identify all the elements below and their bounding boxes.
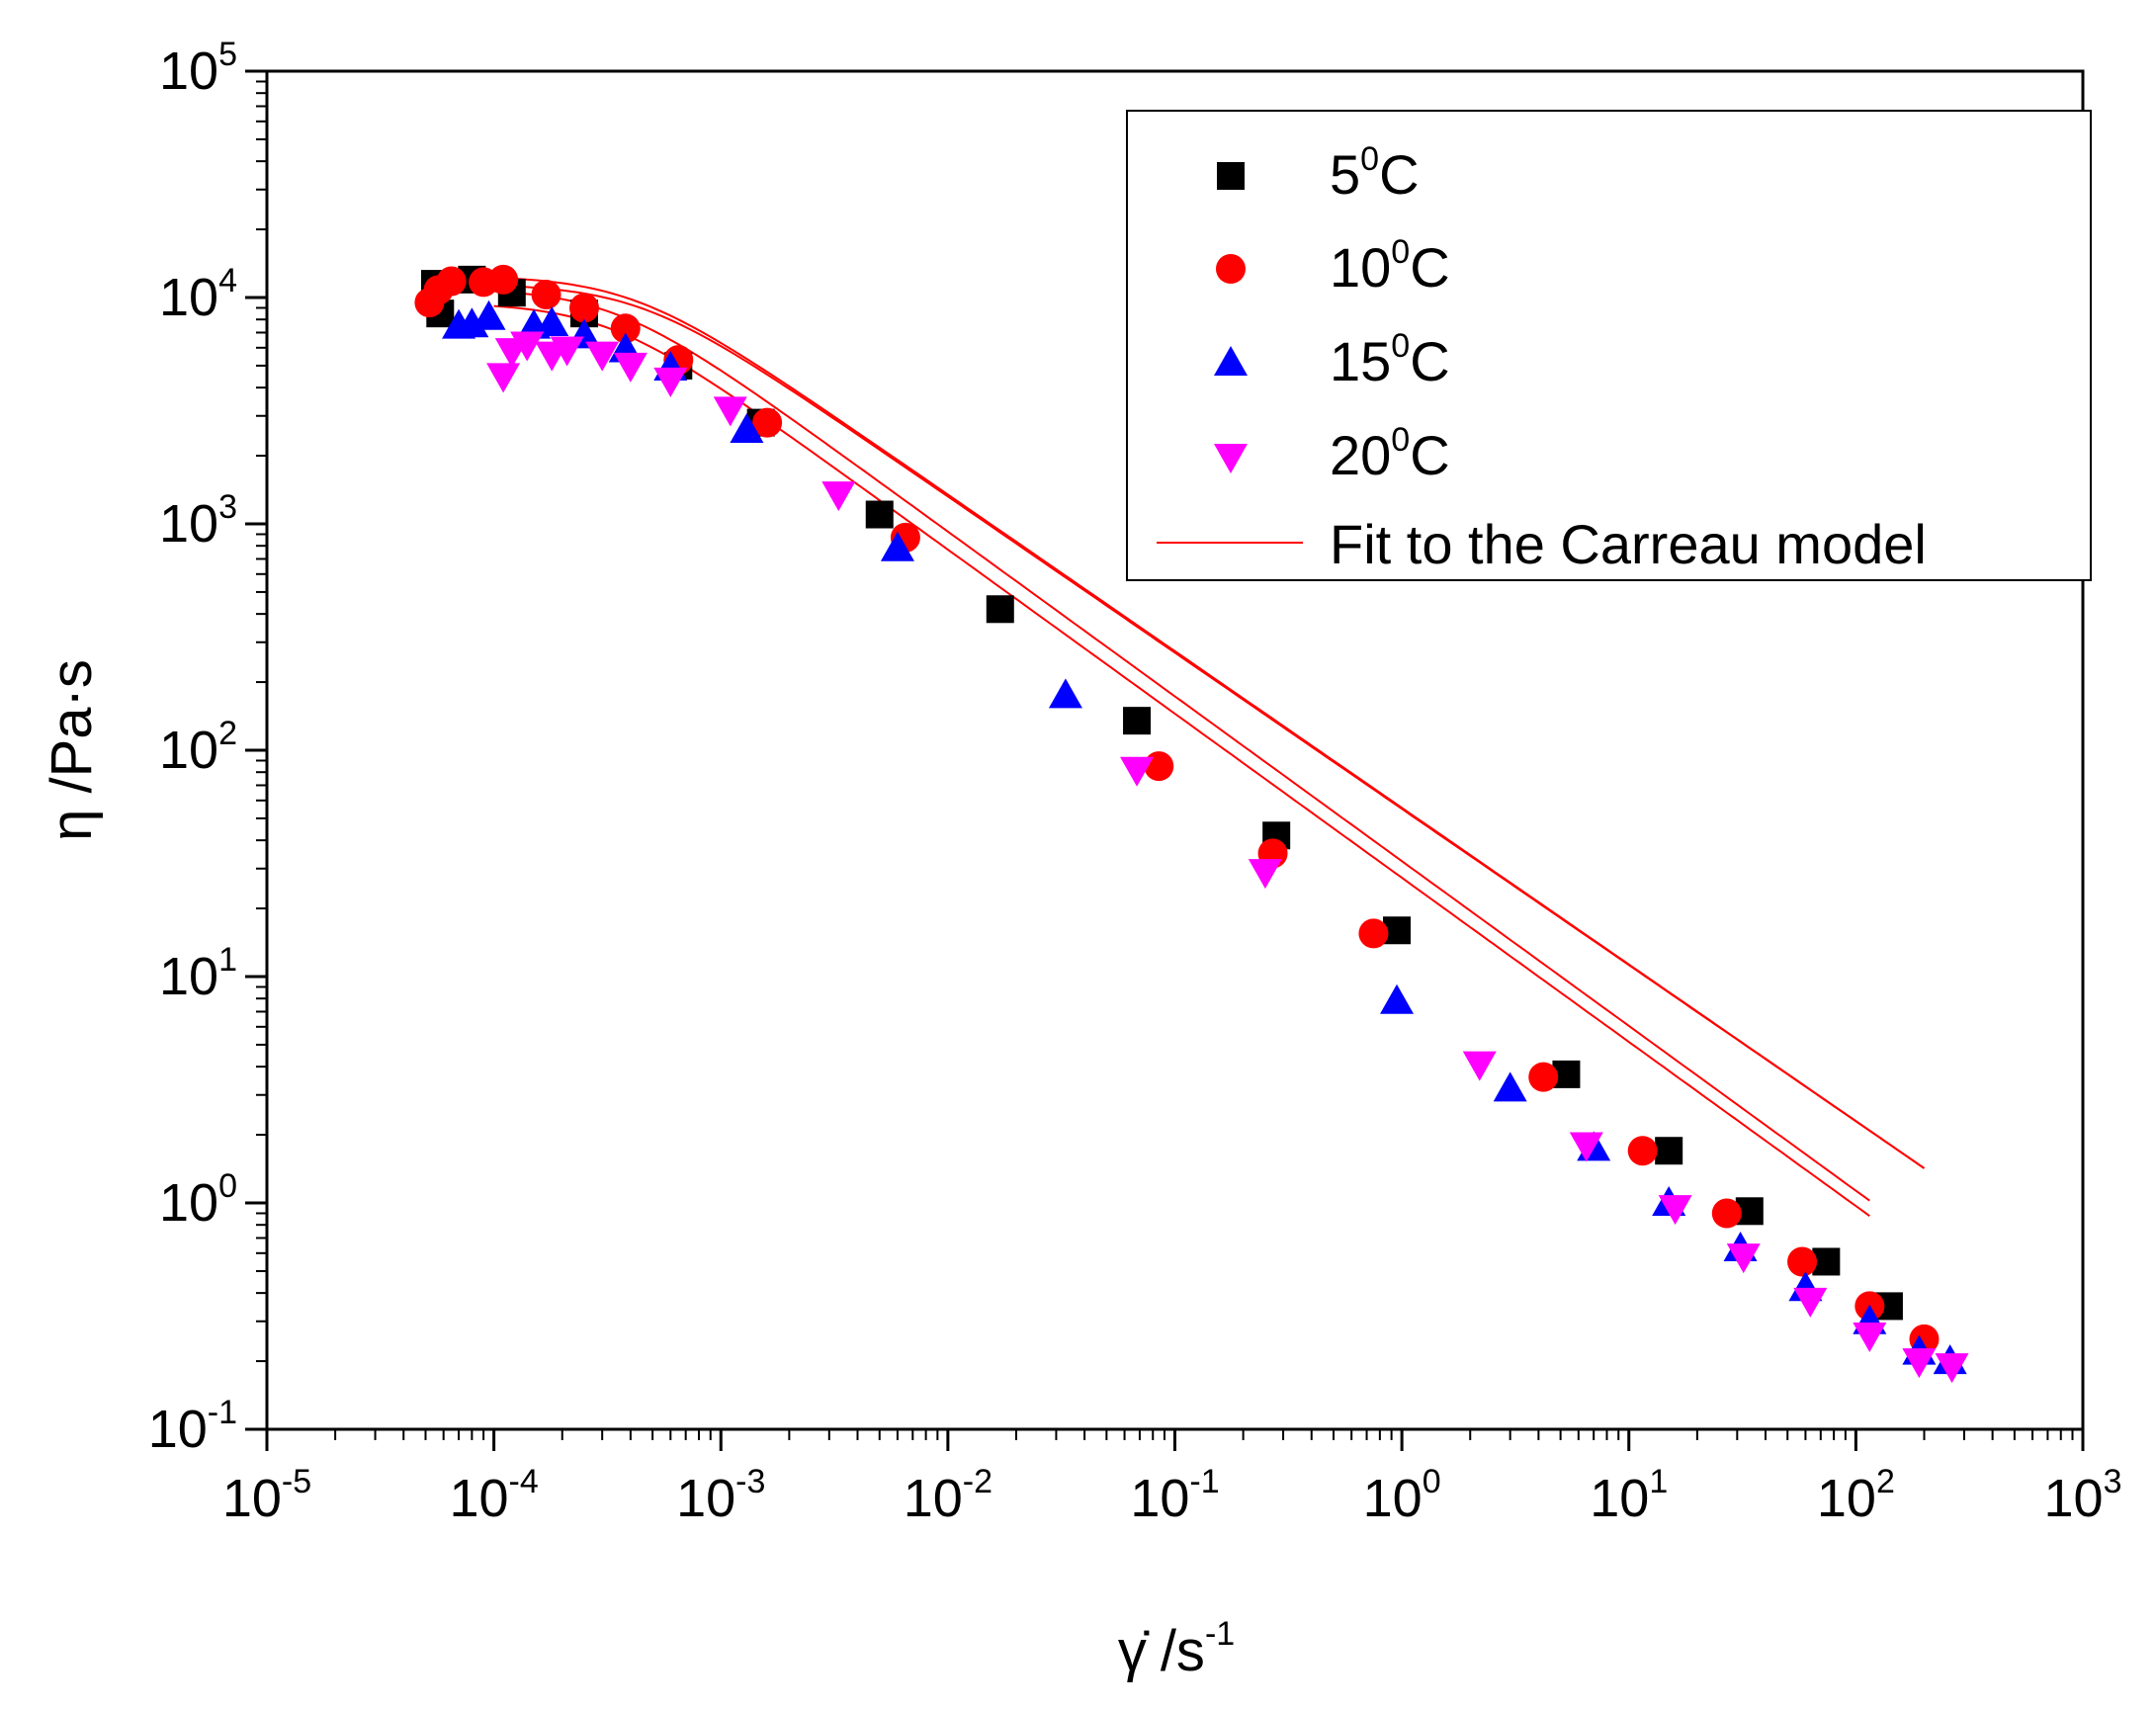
data-point-s4-14 <box>1569 1132 1603 1162</box>
x-tick-label: 10-3 <box>676 1463 765 1528</box>
data-points <box>414 264 1969 1384</box>
data-point-s4-6 <box>585 341 620 372</box>
legend-marker-2 <box>1216 254 1246 284</box>
x-tick-labels: 10-5 10-4 10-3 10-2 10-1 100 101 102 103 <box>222 1463 2122 1528</box>
data-point-s2-6 <box>531 280 561 310</box>
x-tick-label: 10-2 <box>904 1463 992 1528</box>
data-point-s3-10 <box>880 531 914 561</box>
x-axis-exp: -1 <box>1205 1615 1235 1653</box>
data-point-s2-17 <box>1711 1198 1742 1229</box>
data-point-s3-2 <box>455 307 489 338</box>
data-point-s4-12 <box>1248 859 1282 890</box>
data-point-s4-13 <box>1462 1051 1497 1081</box>
fit-curves <box>493 276 1926 1218</box>
legend-marker-3 <box>1214 346 1248 376</box>
data-point-s2-5 <box>488 264 519 295</box>
y-tick-label: 10-1 <box>148 1394 237 1459</box>
data-point-s4-17 <box>1793 1287 1828 1318</box>
data-point-s3-11 <box>1048 678 1082 709</box>
data-point-s3-3 <box>472 299 506 330</box>
x-tick-label: 10-5 <box>222 1463 311 1528</box>
legend-marker-4 <box>1214 444 1248 473</box>
data-point-s4-18 <box>1853 1322 1887 1352</box>
x-tick-label: 103 <box>2044 1463 2122 1528</box>
data-point-s4-3 <box>510 331 545 362</box>
data-point-s1-14 <box>1655 1137 1683 1165</box>
y-tick-label: 104 <box>159 262 237 327</box>
data-point-s4-10 <box>821 481 856 512</box>
y-tick-label: 103 <box>159 488 237 554</box>
data-point-s3-9 <box>730 412 764 443</box>
y-axis-title: η /Pa·s <box>40 659 104 841</box>
data-point-s2-15 <box>1528 1062 1559 1092</box>
data-point-s2-14 <box>1358 918 1389 949</box>
axis-ticks <box>245 69 2085 1451</box>
data-point-s2-12 <box>1144 751 1174 782</box>
data-point-s4-5 <box>550 336 584 367</box>
legend-markers <box>1157 162 1303 544</box>
y-tick-label: 101 <box>159 941 237 1006</box>
data-point-s4-7 <box>613 352 647 383</box>
data-point-s1-10 <box>1123 707 1152 735</box>
legend-label-fit: Fit to the Carreau model <box>1330 513 1927 575</box>
x-tick-label: 101 <box>1590 1463 1668 1528</box>
data-point-s4-11 <box>1120 756 1155 787</box>
data-point-s2-10 <box>752 407 783 438</box>
data-point-s2-3 <box>436 266 467 297</box>
legend-marker-1 <box>1217 162 1245 190</box>
fit-curve-2 <box>493 284 1926 1169</box>
data-point-s4-15 <box>1658 1195 1692 1226</box>
data-point-s4-16 <box>1726 1243 1761 1274</box>
data-point-s4-8 <box>653 367 688 397</box>
x-axis-symbol: γ̇ <box>1118 1619 1150 1683</box>
legend: 50C 100C 150C 200C Fit to the Carreau mo… <box>1126 110 2092 581</box>
data-point-s1-8 <box>865 500 894 529</box>
data-point-s1-9 <box>986 595 1014 624</box>
x-tick-label: 10-1 <box>1130 1463 1219 1528</box>
data-point-s2-16 <box>1627 1136 1658 1166</box>
y-tick-label: 100 <box>159 1167 237 1233</box>
data-point-s4-1 <box>486 363 521 393</box>
data-point-s3-5 <box>535 305 569 336</box>
x-tick-label: 10-4 <box>449 1463 538 1528</box>
legend-label-5c: 50C <box>1330 140 1420 206</box>
data-point-s2-8 <box>610 313 641 344</box>
y-tick-label: 105 <box>159 36 237 101</box>
x-axis-unit: /s <box>1161 1619 1205 1683</box>
data-point-s4-9 <box>713 396 747 427</box>
x-axis-title: γ̇/s-1 <box>1118 1615 1235 1683</box>
data-point-s4-20 <box>1935 1353 1969 1384</box>
data-point-s2-7 <box>569 293 600 323</box>
legend-label-15c: 150C <box>1330 327 1450 392</box>
data-point-s4-19 <box>1902 1348 1937 1379</box>
fit-curve-4 <box>493 304 1870 1218</box>
data-point-s3-13 <box>1493 1071 1527 1102</box>
legend-label-10c: 100C <box>1330 233 1450 299</box>
fit-curve-3 <box>493 290 1870 1202</box>
data-point-s2-18 <box>1787 1246 1818 1277</box>
legend-box <box>1126 110 2092 581</box>
y-tick-label: 102 <box>159 715 237 780</box>
data-point-s3-12 <box>1380 983 1415 1014</box>
y-tick-labels: 10-1 100 101 102 103 104 105 <box>148 36 237 1459</box>
x-tick-label: 102 <box>1817 1463 1895 1528</box>
legend-label-20c: 200C <box>1330 421 1450 486</box>
x-tick-label: 100 <box>1363 1463 1441 1528</box>
